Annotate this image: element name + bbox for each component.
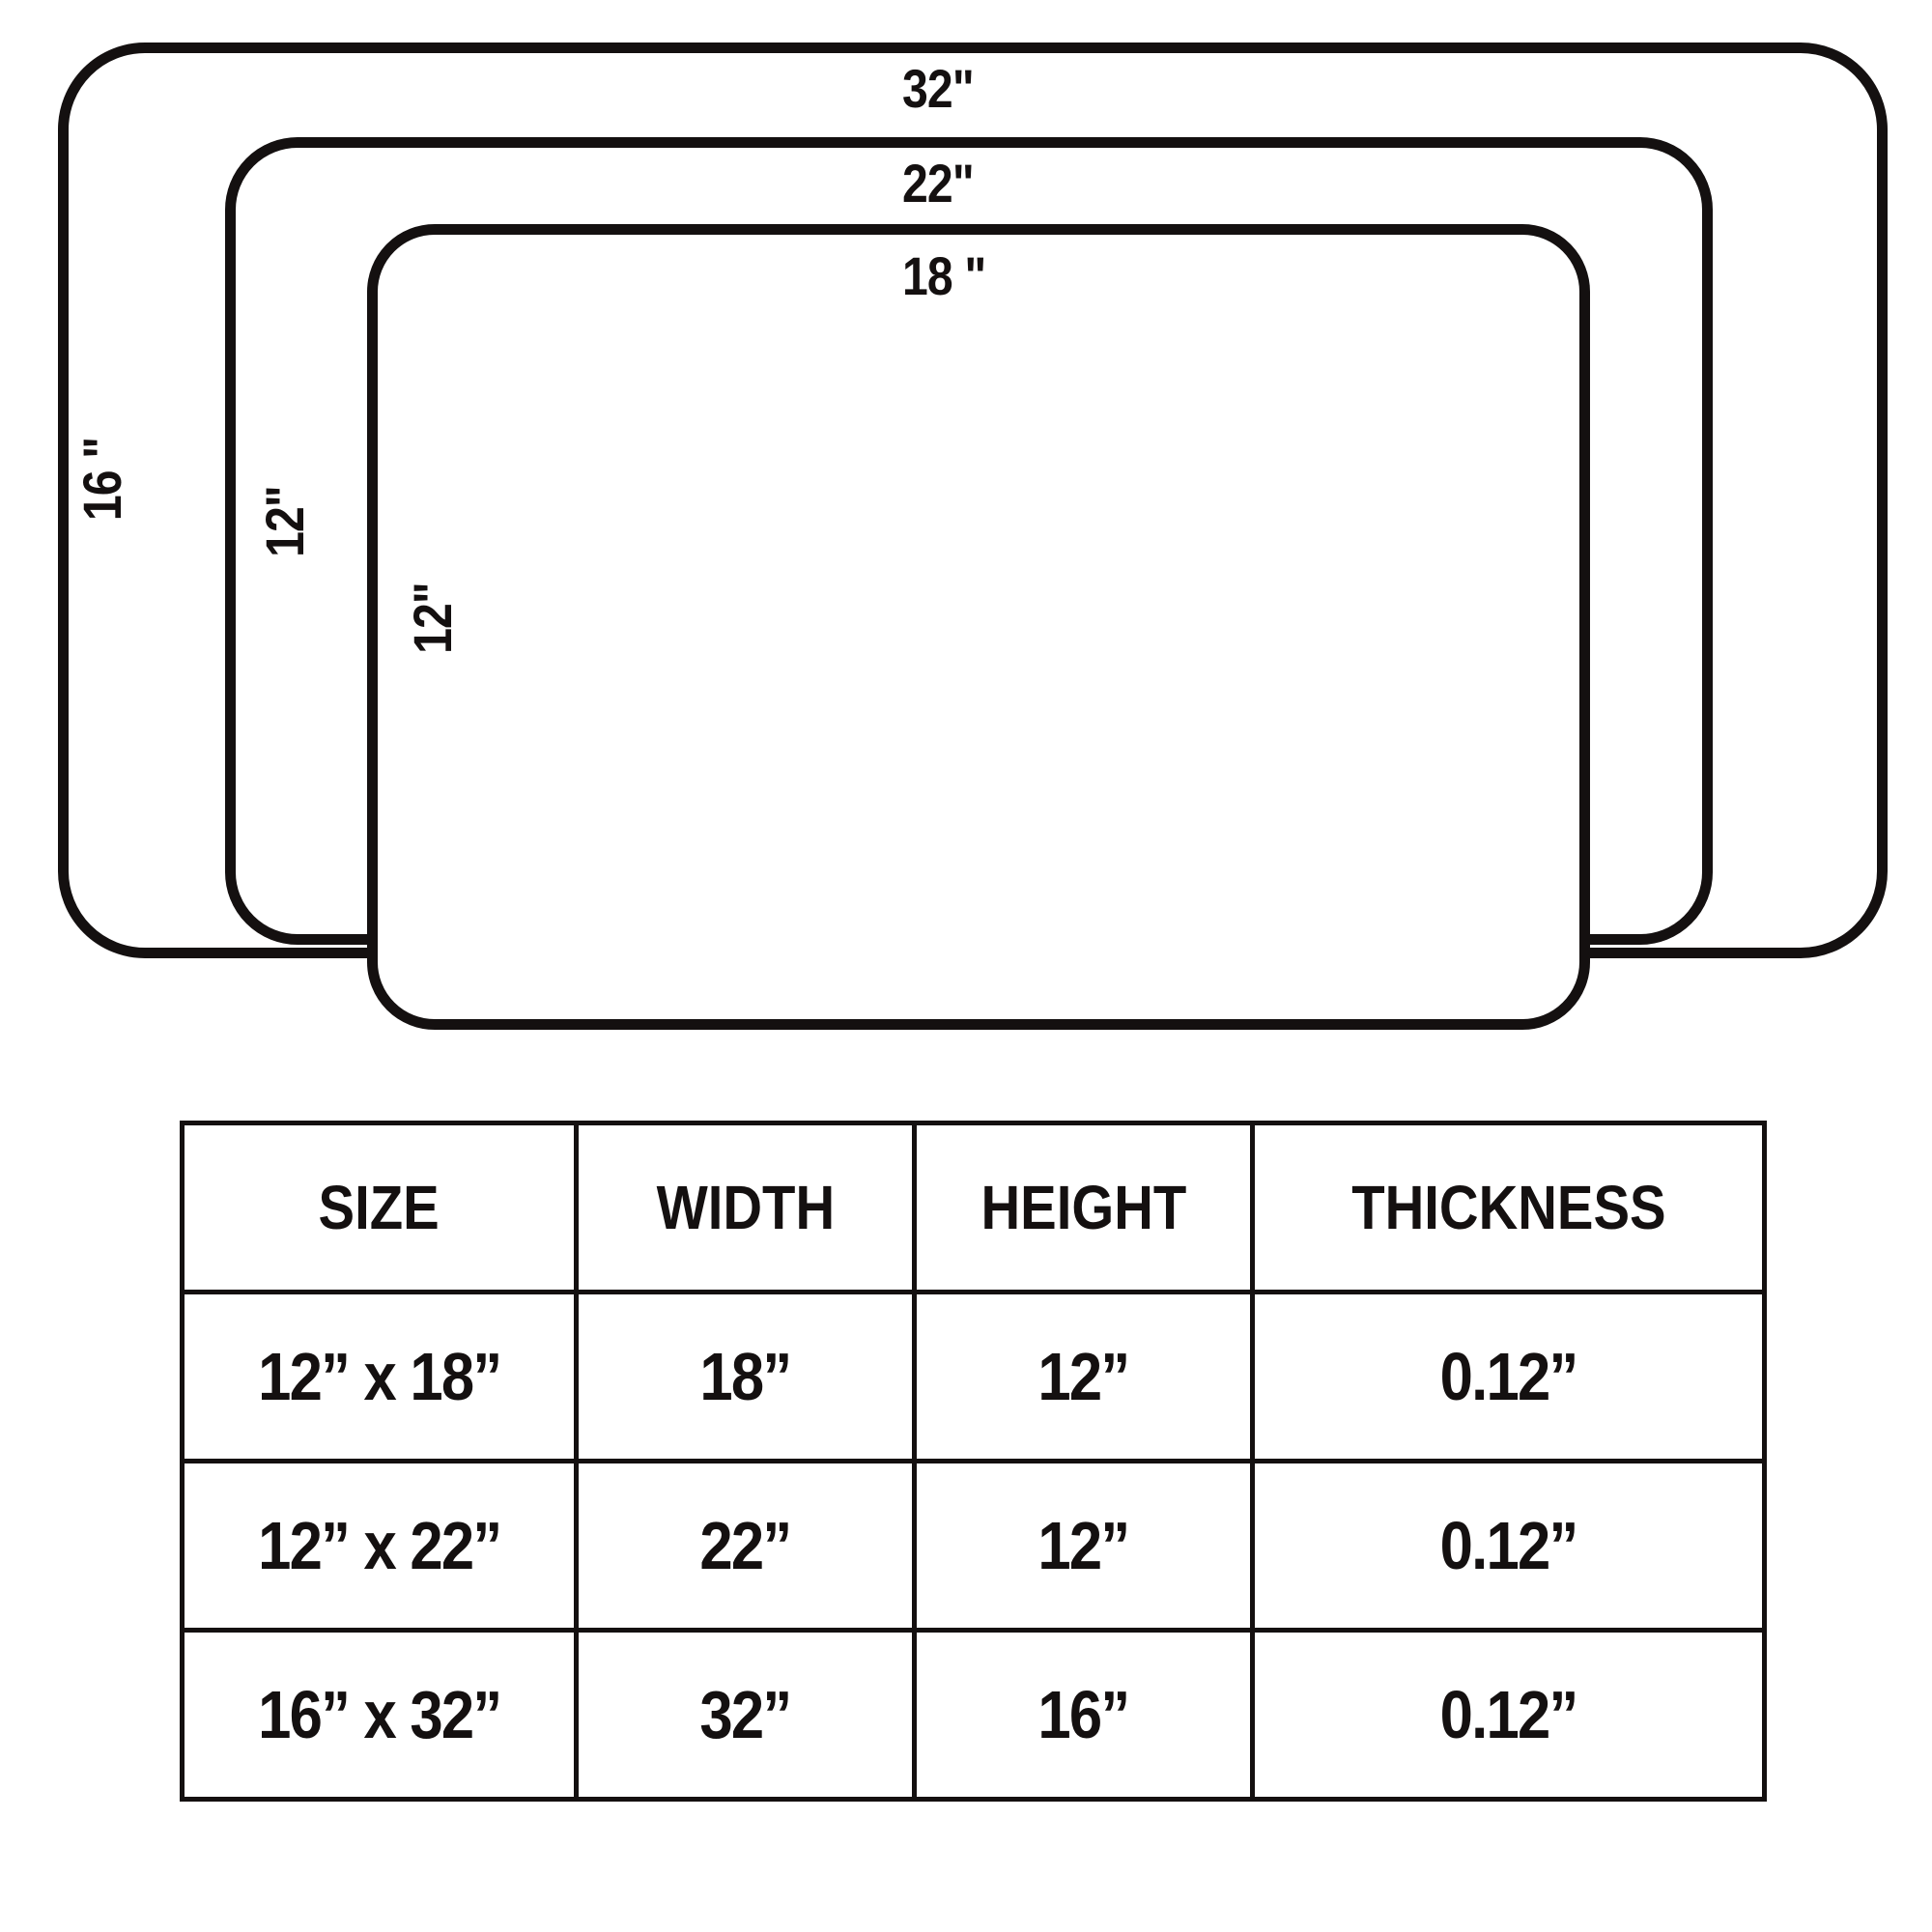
cell-thickness: 0.12”	[1250, 1290, 1767, 1463]
header-height: HEIGHT	[912, 1121, 1255, 1294]
cell-thickness: 0.12”	[1250, 1459, 1767, 1633]
cell-size: 12” x 18”	[180, 1290, 579, 1463]
header-size: SIZE	[180, 1121, 579, 1294]
cell-size: 16” x 32”	[180, 1628, 579, 1802]
header-width: WIDTH	[574, 1121, 917, 1294]
label-width-22: 22"	[902, 153, 975, 213]
label-width-18: 18 "	[902, 245, 986, 306]
size-table: SIZE WIDTH HEIGHT THICKNESS 12” x 18” 18…	[180, 1121, 1767, 1802]
table-header-row: SIZE WIDTH HEIGHT THICKNESS	[180, 1121, 1767, 1294]
cell-thickness: 0.12”	[1250, 1628, 1767, 1802]
label-height-12-medium: 12"	[253, 486, 315, 557]
table-row: 16” x 32” 32” 16” 0.12”	[180, 1628, 1767, 1802]
cell-width: 18”	[574, 1290, 917, 1463]
outline-18x12	[367, 224, 1590, 1030]
header-thickness: THICKNESS	[1250, 1121, 1767, 1294]
table-row: 12” x 22” 22” 12” 0.12”	[180, 1459, 1767, 1633]
label-height-12-small: 12"	[401, 582, 463, 654]
cell-height: 12”	[912, 1290, 1255, 1463]
label-width-32: 32"	[902, 58, 975, 119]
cell-width: 22”	[574, 1459, 917, 1633]
cell-size: 12” x 22”	[180, 1459, 579, 1633]
cell-width: 32”	[574, 1628, 917, 1802]
cell-height: 16”	[912, 1628, 1255, 1802]
cell-height: 12”	[912, 1459, 1255, 1633]
size-diagram: 32" 22" 18 " 16 " 12" 12"	[58, 43, 1888, 1030]
table-row: 12” x 18” 18” 12” 0.12”	[180, 1290, 1767, 1463]
label-height-16: 16 "	[71, 437, 133, 522]
